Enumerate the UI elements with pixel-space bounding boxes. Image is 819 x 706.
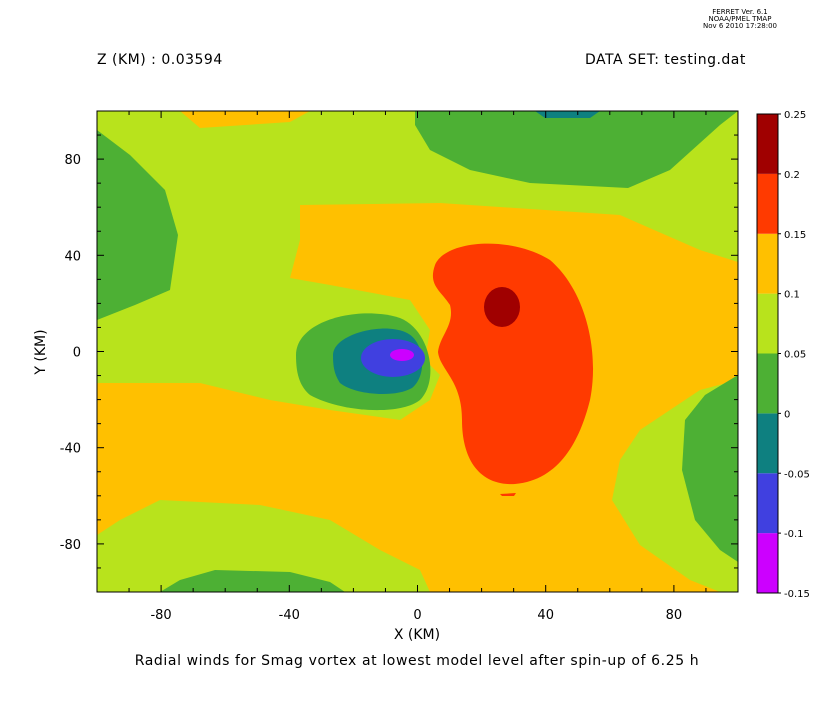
x-axis-label: X (KM) (394, 627, 440, 643)
colorbar-label: -0.1 (784, 529, 804, 540)
band-0.1-0.15-blob (275, 490, 296, 498)
colorbar-label: -0.15 (784, 589, 810, 600)
ferret-stamp: FERRET Ver. 6.1 NOAA/PMEL TMAP Nov 6 201… (700, 9, 780, 30)
band-0.1-0.15-top (180, 111, 310, 128)
y-axis: -80 -40 0 40 80 (60, 110, 738, 593)
colorbar-swatch (757, 413, 778, 474)
x-tick-label: -80 (150, 608, 171, 623)
colorbar-label: 0.25 (784, 110, 806, 121)
colorbar-swatch (757, 173, 778, 234)
colorbar-swatch (757, 473, 778, 534)
band-0-0.05-top-right (415, 111, 738, 188)
colorbar-label: -0.05 (784, 469, 810, 480)
colorbar-label: 0.1 (784, 290, 800, 301)
contour-fill-area (97, 111, 738, 592)
band-0-0.05-bottom (160, 570, 345, 592)
band-neg0.05-0-top (535, 111, 600, 118)
y-tick-label: 0 (73, 346, 81, 361)
colorbar-swatch (757, 233, 778, 294)
x-axis: -80 -40 0 40 80 (96, 111, 739, 623)
band-0.15-0.2-sliver (500, 493, 516, 496)
colorbar-swatch (757, 293, 778, 354)
band-0.2-0.25 (484, 287, 520, 327)
x-tick-label: 40 (537, 608, 554, 623)
x-tick-label: 80 (666, 608, 683, 623)
dataset-label: DATA SET: testing.dat (585, 52, 746, 68)
colorbar-label: 0.2 (784, 170, 800, 181)
ferret-version: FERRET Ver. 6.1 (712, 8, 768, 16)
y-tick-label: 80 (64, 153, 81, 168)
colorbar-swatch (757, 533, 778, 593)
colorbar: -0.15 -0.1 -0.05 0 0.05 0.1 0.15 0.2 0.25 (756, 110, 810, 600)
y-tick-label: -80 (60, 538, 81, 553)
ferret-org: NOAA/PMEL TMAP (708, 15, 772, 23)
ferret-date: Nov 6 2010 17:28:00 (702, 22, 778, 30)
band-neg0.15-neg0.1 (390, 349, 414, 361)
band-0-0.05-right (682, 375, 738, 562)
chart-title: Radial winds for Smag vortex at lowest m… (135, 653, 700, 669)
y-axis-label: Y (KM) (33, 329, 49, 375)
y-tick-label: -40 (60, 442, 81, 457)
x-tick-label: -40 (279, 608, 300, 623)
colorbar-label: 0.05 (784, 350, 806, 361)
colorbar-label: 0 (784, 409, 790, 420)
colorbar-swatch (757, 114, 778, 174)
z-level-label: Z (KM) : 0.03594 (97, 52, 223, 68)
y-tick-label: 40 (64, 249, 81, 264)
band-0.15-0.2 (432, 243, 594, 485)
band-0-0.05-left (97, 130, 178, 320)
colorbar-label: 0.15 (784, 230, 806, 241)
x-tick-label: 0 (413, 608, 421, 623)
colorbar-swatch (757, 353, 778, 414)
